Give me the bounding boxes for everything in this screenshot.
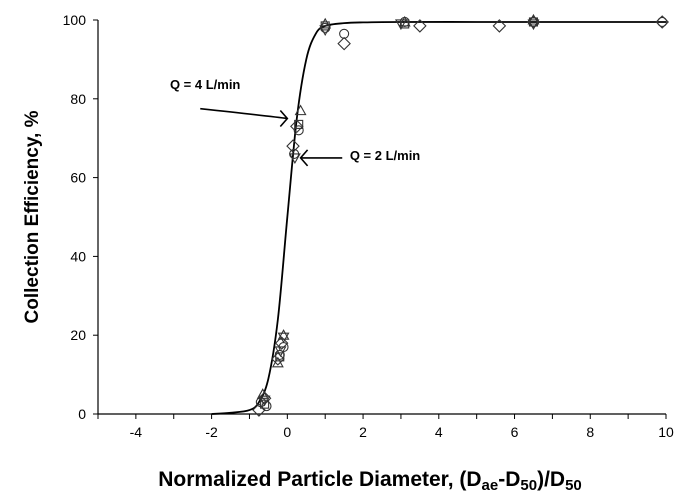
plot-frame xyxy=(97,20,666,415)
annotation-q2: Q = 2 L/min xyxy=(350,148,420,163)
x-tick-label: 4 xyxy=(435,424,443,440)
x-tick-label: 0 xyxy=(283,424,291,440)
data-point-diamond xyxy=(337,36,351,51)
data-point-square xyxy=(260,399,270,409)
y-tick-label: 80 xyxy=(70,91,86,107)
data-point-square xyxy=(528,17,539,27)
x-axis-label-mid2: )/D xyxy=(537,468,565,491)
data-point-triangle-down xyxy=(274,346,287,358)
x-tick-label: 10 xyxy=(658,424,674,440)
data-point-diamond xyxy=(492,19,507,33)
x-axis-label-sub-50a: 50 xyxy=(520,477,537,494)
x-axis-label-sub-50b: 50 xyxy=(565,477,582,494)
y-axis-label: Collection Efficiency, % xyxy=(22,110,43,323)
annotation-arrowhead-q2 xyxy=(299,149,309,167)
data-point-circle xyxy=(339,28,350,39)
x-tick-label: 2 xyxy=(359,424,367,440)
data-point-circle xyxy=(293,125,304,136)
annotation-q4: Q = 4 L/min xyxy=(170,77,240,92)
data-point-diamond xyxy=(271,352,285,366)
data-point-triangle-down xyxy=(527,19,540,31)
data-point-triangle-down xyxy=(277,332,290,344)
data-point-triangle-up xyxy=(294,104,307,116)
data-point-square xyxy=(294,119,304,129)
data-point-diamond xyxy=(286,139,300,153)
fit-curve-layer xyxy=(211,21,666,415)
data-point-square xyxy=(400,19,410,29)
x-tick-label: -2 xyxy=(205,424,218,440)
data-point-triangle-up xyxy=(319,17,332,29)
data-point-square xyxy=(275,352,285,362)
annotations-layer: Q = 4 L/min Q = 2 L/min xyxy=(170,77,420,167)
annotation-arrowhead-q4 xyxy=(279,109,289,128)
y-tick-label: 60 xyxy=(70,170,86,186)
data-point-square xyxy=(320,21,330,31)
y-tick-label: 20 xyxy=(70,327,86,343)
y-tick-label: 100 xyxy=(63,12,87,28)
data-point-diamond xyxy=(274,336,289,350)
data-point-triangle-down xyxy=(258,395,271,407)
data-point-triangle-down xyxy=(288,153,301,165)
data-point-triangle-up xyxy=(271,356,284,368)
annotation-arrow-q4 xyxy=(200,107,288,120)
data-point-triangle-up xyxy=(398,15,411,27)
data-points-layer xyxy=(252,13,669,417)
x-tick-label: 8 xyxy=(586,424,594,440)
x-axis-label-sub-ae: ae xyxy=(482,477,499,494)
data-point-triangle-up xyxy=(277,329,290,340)
data-point-diamond xyxy=(290,119,304,134)
y-tick-label: 40 xyxy=(70,248,86,264)
x-axis-label: Normalized Particle Diameter, (Dae-D50)/… xyxy=(158,468,582,494)
data-point-circle xyxy=(657,16,668,28)
fit-curve xyxy=(211,21,666,415)
x-tick-label: 6 xyxy=(511,424,519,440)
data-point-triangle-up xyxy=(256,388,269,399)
data-point-diamond xyxy=(413,19,427,33)
x-axis-label-prefix: Normalized Particle Diameter, (D xyxy=(158,468,481,491)
x-tick-label: -4 xyxy=(130,424,143,440)
x-axis-label-mid: -D xyxy=(498,468,520,491)
y-tick-label: 0 xyxy=(78,406,86,422)
